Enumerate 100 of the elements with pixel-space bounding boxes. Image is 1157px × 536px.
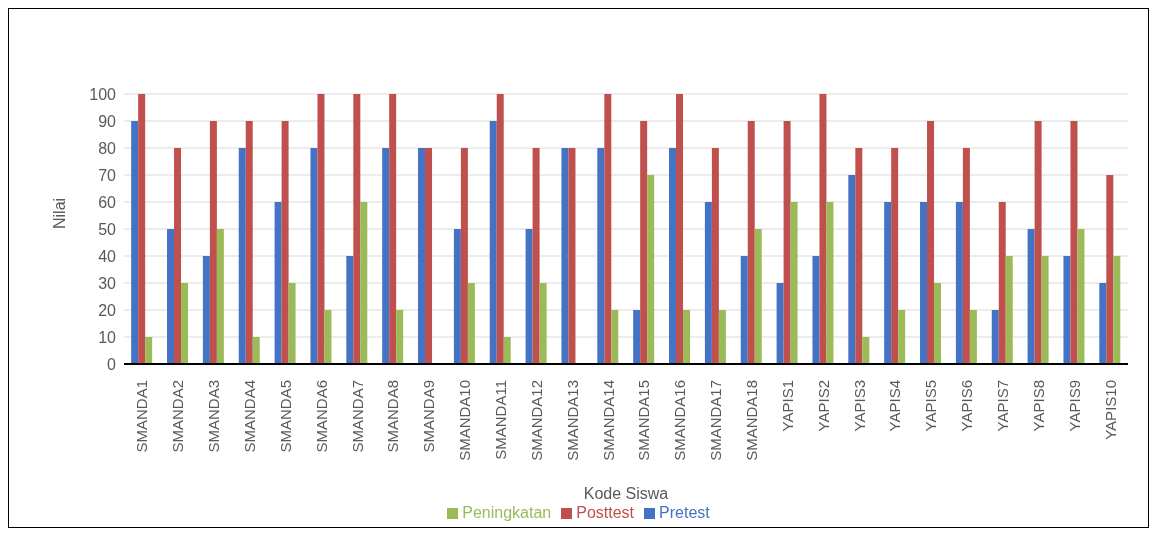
- bar: [360, 202, 368, 364]
- bar: [1077, 229, 1085, 364]
- bar: [489, 121, 497, 364]
- bar: [611, 310, 619, 364]
- x-tick-label: SMANDA11: [492, 380, 509, 460]
- bar: [453, 229, 461, 364]
- bar: [1063, 256, 1071, 364]
- bar: [826, 202, 834, 364]
- bar: [496, 94, 504, 364]
- bar: [503, 337, 511, 364]
- bar: [561, 148, 569, 364]
- x-tick-label: SMANDA10: [456, 380, 474, 461]
- bar: [460, 148, 468, 364]
- bar: [934, 283, 942, 364]
- bar: [718, 310, 726, 364]
- bar: [991, 310, 999, 364]
- bar: [1099, 283, 1107, 364]
- bar: [245, 121, 253, 364]
- bar: [962, 148, 970, 364]
- y-tick-label: 20: [98, 301, 117, 319]
- bar: [891, 148, 899, 364]
- y-tick-label: 70: [98, 166, 117, 184]
- y-axis-title: Nilai: [50, 197, 68, 229]
- x-axis-title: Kode Siswa: [583, 485, 669, 502]
- bar: [604, 94, 612, 364]
- bar: [252, 337, 260, 364]
- bar: [597, 148, 605, 364]
- x-tick-label: SMANDA2: [169, 380, 187, 453]
- bar: [288, 283, 296, 364]
- x-tick-label: SMANDA14: [599, 380, 617, 461]
- x-tick-label: SMANDA16: [671, 380, 689, 461]
- x-tick-label: SMANDA7: [348, 380, 366, 453]
- bar: [776, 283, 784, 364]
- bar: [1070, 121, 1078, 364]
- bar: [783, 121, 791, 364]
- bar: [317, 94, 325, 364]
- y-tick-label: 50: [98, 220, 117, 238]
- legend-label: Posttest: [576, 504, 635, 521]
- x-tick-label: SMANDA15: [635, 380, 653, 461]
- x-tick-label: SMANDA18: [743, 380, 760, 461]
- y-tick-label: 60: [98, 193, 117, 211]
- bar: [754, 229, 762, 364]
- bar: [281, 121, 289, 364]
- bar: [425, 148, 433, 364]
- bar: [1034, 121, 1042, 364]
- y-tick-label: 90: [98, 112, 117, 130]
- x-tick-label: YAPIS8: [1029, 380, 1047, 432]
- bar: [418, 148, 426, 364]
- x-tick-label: SMANDA4: [241, 380, 258, 453]
- bar: [747, 121, 755, 364]
- bar: [274, 202, 282, 364]
- bar: [174, 148, 182, 364]
- x-tick-label: YAPIS5: [922, 380, 940, 432]
- bar: [819, 94, 827, 364]
- x-tick-label: SMANDA13: [563, 380, 581, 461]
- bar: [898, 310, 906, 364]
- y-tick-label: 100: [89, 85, 117, 103]
- x-tick-label: YAPIS9: [1065, 380, 1083, 432]
- bar: [969, 310, 977, 364]
- x-tick-label: YAPIS4: [886, 380, 904, 432]
- bar: [324, 310, 332, 364]
- bar: [640, 121, 648, 364]
- x-tick-label: YAPIS1: [778, 380, 796, 432]
- bar: [647, 175, 655, 364]
- bar: [346, 256, 354, 364]
- bar: [138, 94, 146, 364]
- x-tick-label: SMANDA1: [133, 380, 151, 453]
- bar: [539, 283, 547, 364]
- bar: [862, 337, 870, 364]
- x-tick-label: SMANDA3: [205, 380, 223, 453]
- bar: [525, 229, 533, 364]
- y-tick-label: 40: [98, 247, 117, 265]
- x-tick-label: YAPIS3: [850, 380, 868, 432]
- bar: [1005, 256, 1013, 364]
- bar: [310, 148, 318, 364]
- bar: [382, 148, 390, 364]
- bar: [955, 202, 963, 364]
- bar: [920, 202, 928, 364]
- bar: [855, 148, 863, 364]
- bar: [353, 94, 361, 364]
- bar: [181, 283, 189, 364]
- x-tick-label: YAPIS7: [994, 380, 1011, 432]
- bar: [927, 121, 935, 364]
- bar: [740, 256, 748, 364]
- bar: [532, 148, 540, 364]
- y-tick-label: 10: [98, 328, 117, 346]
- y-tick-label: 30: [98, 274, 117, 292]
- bar: [683, 310, 691, 364]
- bar: [1041, 256, 1049, 364]
- bar: [790, 202, 798, 364]
- y-tick-label: 80: [98, 139, 117, 157]
- x-tick-label: SMANDA17: [707, 380, 725, 461]
- bar: [1113, 256, 1121, 364]
- bar: [209, 121, 217, 364]
- legend-label: Pretest: [659, 504, 710, 521]
- x-tick-label: SMANDA6: [312, 380, 330, 453]
- bar: [167, 229, 175, 364]
- bar: [1106, 175, 1114, 364]
- bar: [389, 94, 397, 364]
- x-tick-label: SMANDA8: [384, 380, 402, 453]
